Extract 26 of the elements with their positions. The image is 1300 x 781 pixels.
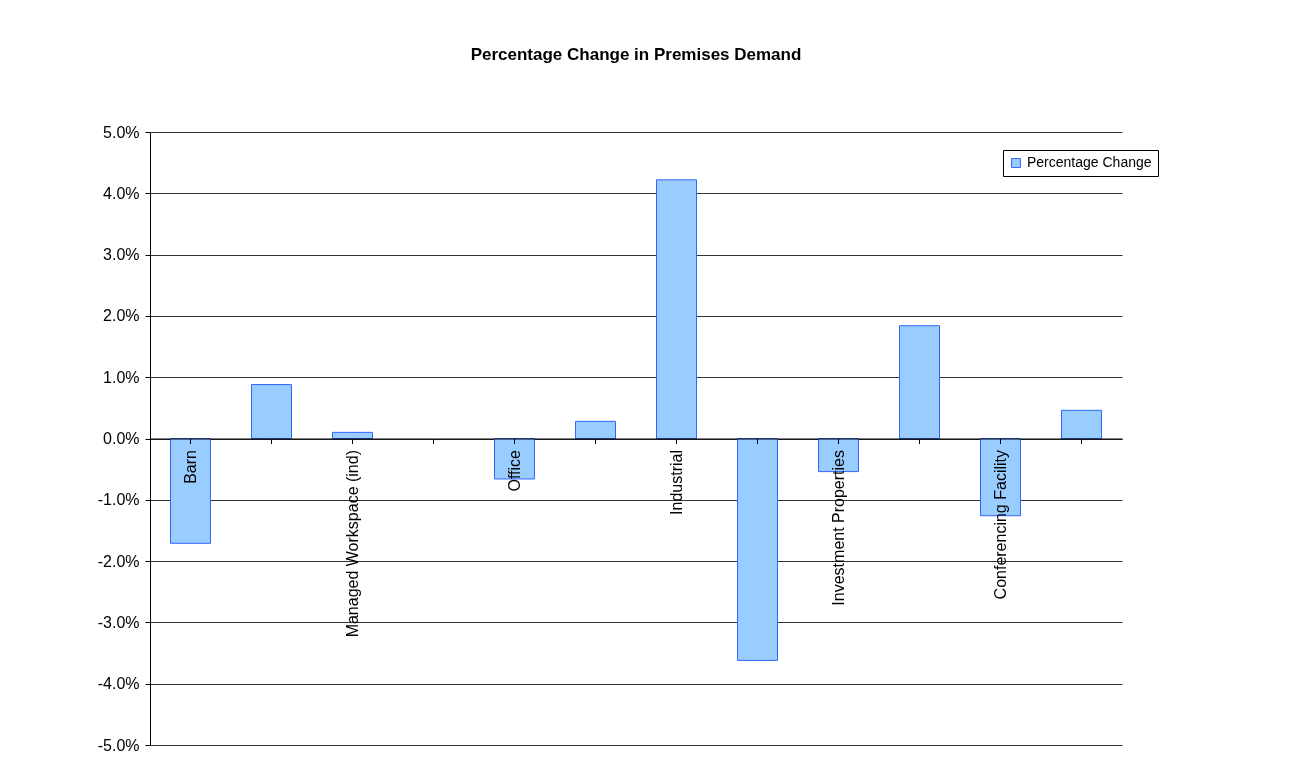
y-tick-label: 1.0% (103, 368, 140, 386)
y-tick-label: -3.0% (97, 613, 140, 631)
chart-title: Percentage Change in Premises Demand (470, 45, 802, 64)
bar (737, 438, 778, 661)
x-tick-label: Barn (181, 450, 199, 484)
bar (575, 420, 616, 439)
x-tick-label: Office (505, 449, 523, 492)
y-tick-label: 4.0% (103, 184, 140, 202)
x-tick-label: Conferencing Facility (991, 450, 1009, 600)
bar (251, 384, 292, 439)
x-tick-label: Investment Properties (829, 450, 847, 606)
y-tick-label: -5.0% (97, 736, 140, 754)
x-tick-label: Industrial (667, 450, 685, 515)
bar (899, 325, 940, 439)
y-tick-label: 3.0% (103, 246, 140, 264)
y-tick-label: -4.0% (97, 675, 140, 693)
bar (1061, 409, 1102, 439)
bar (170, 438, 211, 544)
bar (656, 179, 697, 439)
legend-label: Percentage Change (1027, 154, 1152, 170)
y-tick-label: 5.0% (103, 123, 140, 141)
y-tick-label: 2.0% (103, 307, 140, 325)
y-tick-label: 0.0% (103, 430, 140, 447)
x-tick-label: Managed Workspace (ind) (343, 450, 361, 638)
y-tick-label: -1.0% (97, 491, 140, 509)
y-tick-label: -2.0% (97, 552, 140, 570)
